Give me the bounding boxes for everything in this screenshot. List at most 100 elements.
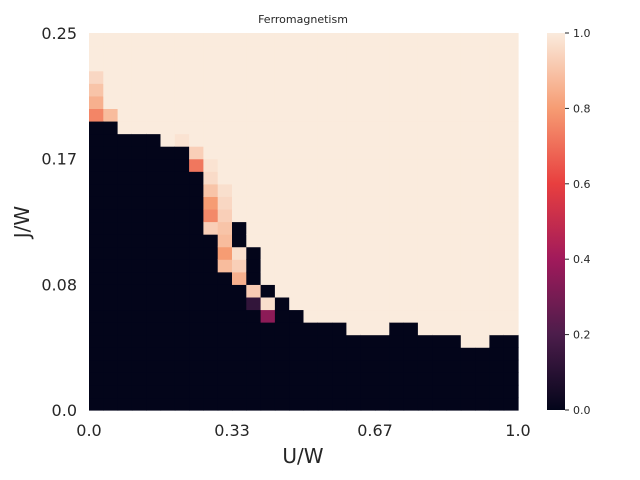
heatmap-cell: [346, 234, 362, 248]
heatmap-cell: [203, 347, 219, 361]
heatmap-cell: [332, 171, 347, 185]
heatmap-cell: [146, 271, 162, 285]
heatmap-cell: [203, 259, 219, 273]
heatmap-cell: [131, 259, 147, 273]
heatmap-cell: [89, 196, 104, 210]
heatmap-cell: [274, 284, 290, 298]
heatmap-cell: [389, 384, 405, 399]
heatmap-cell: [232, 120, 247, 135]
heatmap-cell: [203, 284, 219, 298]
heatmap-cell: [274, 133, 290, 147]
heatmap-cell: [289, 296, 305, 311]
heatmap-cell: [346, 397, 362, 411]
heatmap-cell: [432, 171, 448, 185]
heatmap-cell: [189, 334, 204, 348]
heatmap-cell: [446, 359, 462, 373]
heatmap-cell: [446, 372, 462, 386]
heatmap-cell: [303, 296, 319, 311]
heatmap-cell: [203, 384, 219, 399]
heatmap-cell: [375, 284, 390, 298]
heatmap-cell: [389, 158, 405, 172]
heatmap-cell: [203, 171, 219, 185]
heatmap-cell: [403, 183, 419, 197]
heatmap-cell: [317, 108, 333, 122]
heatmap-cell: [89, 359, 104, 373]
heatmap-cell: [503, 208, 519, 223]
heatmap-cell: [360, 158, 376, 172]
heatmap-cell: [417, 208, 433, 223]
heatmap-cell: [403, 372, 419, 386]
heatmap-cell: [432, 359, 448, 373]
heatmap-cell: [360, 322, 376, 336]
heatmap-cell: [274, 246, 290, 260]
heatmap-cell: [360, 384, 376, 399]
heatmap-cell: [446, 95, 462, 109]
heatmap-cell: [203, 33, 219, 47]
heatmap-cell: [460, 146, 476, 160]
heatmap-cell: [217, 284, 233, 298]
heatmap-cell: [360, 259, 376, 273]
heatmap-cell: [274, 271, 290, 285]
heatmap-cell: [446, 58, 462, 72]
heatmap-cell: [117, 309, 133, 323]
heatmap-cell: [146, 183, 162, 197]
heatmap-cell: [103, 296, 119, 311]
heatmap-cell: [146, 133, 162, 147]
heatmap-cell: [389, 372, 405, 386]
heatmap-cell: [432, 108, 448, 122]
heatmap-cell: [360, 70, 376, 84]
heatmap-cell: [289, 120, 305, 135]
heatmap-cell: [346, 284, 362, 298]
heatmap-cell: [446, 334, 462, 348]
heatmap-cell: [446, 347, 462, 361]
heatmap-cell: [489, 70, 505, 84]
heatmap-cell: [117, 146, 133, 160]
heatmap-cell: [460, 58, 476, 72]
heatmap-cell: [289, 70, 305, 84]
heatmap-cell: [332, 120, 347, 135]
heatmap-cell: [289, 146, 305, 160]
heatmap-cell: [417, 384, 433, 399]
heatmap-cell: [489, 158, 505, 172]
heatmap-cell: [432, 246, 448, 260]
heatmap-cell: [289, 171, 305, 185]
heatmap-cell: [375, 196, 390, 210]
heatmap-cell: [317, 271, 333, 285]
heatmap-cell: [246, 183, 262, 197]
heatmap-cell: [317, 196, 333, 210]
heatmap-cell: [489, 334, 505, 348]
heatmap-cell: [432, 133, 448, 147]
heatmap-cell: [417, 45, 433, 59]
heatmap-cell: [346, 271, 362, 285]
heatmap-cell: [317, 33, 333, 47]
heatmap-cell: [303, 208, 319, 223]
heatmap-cell: [146, 284, 162, 298]
heatmap-cell: [375, 58, 390, 72]
heatmap-cell: [103, 95, 119, 109]
heatmap-cell: [146, 158, 162, 172]
heatmap-cell: [246, 246, 262, 260]
heatmap-cell: [346, 296, 362, 311]
colorbar-tick-label: 0.4: [573, 253, 591, 266]
heatmap-cell: [489, 234, 505, 248]
heatmap-cell: [260, 259, 276, 273]
heatmap-cell: [317, 133, 333, 147]
y-tick-label: 0.17: [41, 150, 77, 169]
heatmap-cell: [489, 246, 505, 260]
heatmap-cell: [189, 158, 204, 172]
heatmap-cell: [131, 246, 147, 260]
heatmap-cell: [403, 158, 419, 172]
heatmap-cell: [375, 208, 390, 223]
heatmap-cell: [417, 322, 433, 336]
heatmap-cell: [389, 284, 405, 298]
heatmap-cell: [131, 208, 147, 223]
heatmap-cell: [489, 296, 505, 311]
heatmap-cell: [403, 234, 419, 248]
heatmap-cell: [403, 309, 419, 323]
heatmap-cell: [232, 397, 247, 411]
heatmap-cell: [274, 221, 290, 235]
heatmap-cell: [117, 171, 133, 185]
heatmap-cell: [146, 384, 162, 399]
heatmap-cell: [289, 208, 305, 223]
heatmap-cell: [389, 359, 405, 373]
